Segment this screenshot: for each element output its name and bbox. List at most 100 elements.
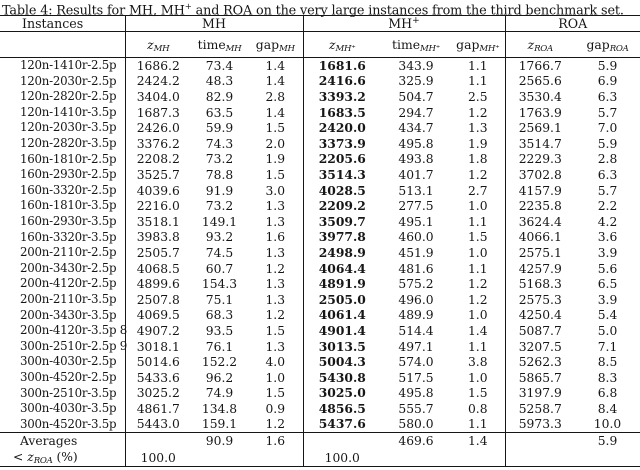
cell-time-mh: 73.2: [205, 199, 234, 214]
cell-gap-roa: 3.9: [597, 292, 618, 307]
column-header-z-mh: zMH: [125, 31, 191, 59]
instance-name: 200n-4120r-3.5p 8: [0, 323, 127, 339]
cell-time-mhp: 401.7: [398, 167, 434, 182]
cell-z-mhp: 2505.0: [318, 291, 366, 307]
cell-gap-mhp: 1.9: [451, 136, 506, 152]
group-header-mh: MH: [125, 15, 304, 33]
cell-gap-mhp: 1.0: [451, 370, 506, 386]
cell-z-mhp: 2498.9: [318, 244, 366, 260]
cell-time-mh: 75.1: [205, 292, 234, 307]
cell-z-roa: 2575.3: [518, 292, 562, 307]
instance-name: 160n-3320r-2.5p: [0, 182, 126, 199]
cell-time-mhp: 451.9: [398, 245, 434, 260]
cell-time-mh: 93.2: [205, 230, 234, 245]
cell-time-mh: 60.7: [205, 261, 234, 276]
cell-gap-mh: 1.4: [248, 73, 304, 90]
cell-z-roa: 2235.8: [518, 199, 562, 214]
table-row: 160n-3320r-3.5p 3983.8 93.2 1.6 3977.8 460.0 1…: [0, 229, 640, 246]
averages-gap-roa: 5.9: [575, 432, 640, 450]
cell-z-roa: 2229.3: [518, 152, 562, 167]
cell-time-mh: 74.9: [205, 386, 234, 401]
cell-time-mh: 74.3: [205, 136, 234, 151]
cell-gap-mhp: 3.8: [451, 354, 506, 371]
cell-z-mhp: 1681.6: [318, 57, 366, 73]
instance-name: 120n-1410r-3.5p: [0, 104, 126, 121]
cell-gap-mhp: 1.0: [451, 245, 506, 261]
cell-z-mhp: 4901.4: [318, 322, 366, 338]
group-header-roa: ROA: [505, 15, 640, 33]
cell-time-mh: 82.9: [205, 90, 234, 105]
table-row: 300n-2510r-3.5p 3025.2 74.9 1.5 3025.0 495.8 1…: [0, 385, 640, 402]
lt-zroa-gap-roa: [575, 449, 640, 466]
cell-time-mhp: 504.7: [398, 90, 434, 105]
cell-z-roa: 3624.4: [518, 214, 562, 229]
cell-time-mh: 73.2: [205, 152, 234, 167]
column-header-gap-mh-plus: gapMH⁺: [451, 31, 506, 59]
cell-time-mh: 93.5: [205, 323, 234, 338]
cell-gap-mhp: 1.1: [451, 57, 506, 74]
cell-gap-mh: 1.4: [248, 57, 304, 74]
cell-z-mh: 1687.3: [136, 105, 180, 120]
cell-z-mh: 3376.2: [136, 136, 180, 151]
cell-z-roa: 5262.3: [518, 355, 562, 370]
cell-gap-roa: 6.9: [597, 74, 618, 89]
instance-name: 300n-2510r-2.5p 9: [0, 338, 127, 355]
group-mh-plus-sup: +: [412, 16, 420, 26]
cell-z-mh: 5014.6: [136, 355, 180, 370]
cell-z-mh: 3983.8: [136, 230, 180, 245]
cell-gap-mh: 4.0: [248, 354, 304, 371]
cell-gap-mh: 1.2: [248, 416, 304, 433]
cell-time-mhp: 497.1: [398, 339, 434, 354]
table-row: 160n-2930r-2.5p 3525.7 78.8 1.5 3514.3 401.7 1…: [0, 167, 640, 183]
cell-time-mh: 149.1: [201, 214, 238, 229]
cell-gap-mhp: 1.5: [451, 385, 506, 402]
cell-time-mh: 48.3: [205, 74, 234, 89]
cell-z-roa: 3530.4: [518, 90, 562, 105]
table-row: 200n-3430r-3.5p 4069.5 68.3 1.2 4061.4 489.9 1…: [0, 307, 640, 324]
cell-gap-roa: 5.6: [597, 261, 618, 276]
cell-z-mh: 2505.7: [136, 245, 180, 260]
averages-z-mh: [125, 432, 191, 450]
column-header-gap-mh: gapMH: [248, 31, 304, 59]
cell-z-mh: 5443.0: [136, 417, 180, 432]
instance-name: 160n-2930r-2.5p: [0, 167, 126, 183]
cell-z-mhp: 4856.5: [318, 400, 366, 416]
averages-row: Averages 90.9 1.6 469.6 1.4 5.9: [0, 432, 640, 450]
cell-z-mhp: 3514.3: [318, 166, 366, 182]
group-header-mh-plus: MH+: [303, 15, 506, 33]
table-row: 160n-1810r-2.5p 2208.2 73.2 1.9 2205.6 493.8 1…: [0, 151, 640, 168]
cell-time-mh: 63.5: [205, 105, 234, 120]
cell-z-mh: 4069.5: [136, 308, 180, 323]
cell-z-mh: 2426.0: [136, 121, 180, 136]
table-row: 300n-4030r-2.5p 5014.6 152.2 4.0 5004.3 574.0…: [0, 354, 640, 371]
cell-z-roa: 5087.7: [518, 323, 562, 338]
cell-gap-roa: 7.0: [597, 121, 618, 136]
instance-name: 300n-4520r-2.5p: [0, 370, 126, 386]
cell-time-mhp: 574.0: [398, 355, 434, 370]
cell-gap-mhp: 1.2: [451, 104, 506, 121]
cell-gap-mh: 1.3: [248, 338, 304, 355]
table-row: 200n-2110r-2.5p 2505.7 74.5 1.3 2498.9 451.9 1…: [0, 245, 640, 261]
cell-z-mhp: 3977.8: [318, 229, 366, 245]
cell-z-roa: 3702.8: [518, 167, 562, 182]
cell-gap-mh: 1.2: [248, 307, 304, 324]
cell-time-mhp: 489.9: [398, 308, 434, 323]
table-row: 120n-2820r-3.5p 3376.2 74.3 2.0 3373.9 495.8 1…: [0, 136, 640, 152]
cell-z-mh: 3525.7: [136, 167, 180, 182]
cell-gap-roa: 2.8: [597, 152, 618, 167]
caption-prefix: Table 4: Results for MH, MH: [2, 3, 185, 19]
instance-name: 120n-2820r-2.5p: [0, 89, 126, 105]
cell-z-mh: 2216.0: [136, 199, 180, 214]
cell-gap-roa: 6.8: [597, 386, 618, 401]
cell-gap-mh: 1.6: [248, 229, 304, 246]
cell-time-mh: 68.3: [205, 308, 234, 323]
table-row: 120n-1410r-2.5p 1686.2 73.4 1.4 1681.6 343.9 1…: [0, 57, 640, 74]
instance-name: 300n-4030r-2.5p: [0, 354, 126, 371]
cell-time-mhp: 343.9: [398, 58, 434, 73]
cell-z-mh: 5433.6: [136, 370, 180, 385]
lt-zroa-time-mh: [191, 449, 248, 466]
cell-gap-mhp: 1.5: [451, 229, 506, 246]
cell-gap-roa: 5.7: [597, 105, 618, 120]
cell-z-mh: 2208.2: [136, 152, 180, 167]
cell-z-roa: 5865.7: [518, 370, 562, 385]
